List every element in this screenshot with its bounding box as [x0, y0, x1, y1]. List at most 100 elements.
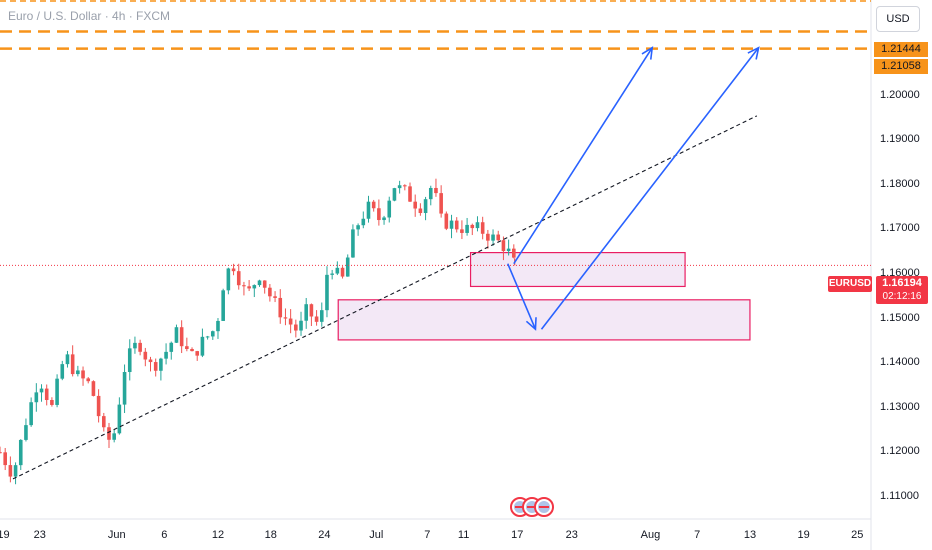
candle-body — [439, 193, 443, 214]
candle-body — [501, 240, 506, 252]
x-tick-label: 19 — [0, 529, 10, 541]
candle-body — [102, 416, 106, 428]
x-tick-label: 6 — [161, 529, 168, 541]
symbol-tag: EURUSD — [828, 276, 872, 292]
current-price-tag: 1.16194 02:12:16 — [876, 276, 928, 304]
candle-body — [408, 186, 412, 202]
candle-body — [506, 248, 511, 252]
candle-body — [257, 280, 262, 286]
candle-body — [0, 452, 2, 454]
candle-body — [60, 364, 65, 379]
candle-body — [491, 234, 495, 241]
candle-body — [325, 274, 329, 311]
flag-icon[interactable] — [534, 497, 554, 517]
x-tick-label: 7 — [424, 529, 431, 541]
candle-body — [70, 354, 75, 375]
candle-body — [454, 220, 459, 230]
candle-body — [159, 358, 163, 371]
candle-body — [24, 425, 28, 440]
candle-body — [340, 267, 345, 277]
events-icons[interactable] — [510, 497, 554, 517]
candle-body — [413, 201, 417, 209]
level-tag-upper: 1.21444 — [874, 42, 928, 57]
candle-body — [247, 286, 251, 289]
plot-area[interactable] — [0, 0, 871, 550]
candle-body — [138, 342, 142, 352]
candle-body — [460, 229, 464, 233]
candle-body — [200, 336, 205, 356]
x-tick-label: 12 — [211, 529, 225, 541]
candle-body — [371, 201, 376, 209]
candle-body — [335, 267, 340, 274]
x-tick-label: 23 — [565, 529, 578, 541]
candle-body — [169, 342, 174, 352]
x-tick-label: 19 — [797, 529, 810, 541]
candle-body — [226, 268, 231, 291]
candle-body — [356, 225, 360, 230]
current-price: 1.16194 — [882, 277, 922, 289]
candle-body — [283, 317, 288, 319]
candle-body — [304, 304, 309, 321]
candle-body — [382, 217, 386, 221]
arrow-head — [641, 46, 654, 60]
candle-body — [29, 402, 33, 426]
x-tick-label: Jul — [369, 529, 384, 541]
candle-body — [3, 452, 7, 466]
candle-body — [434, 187, 438, 194]
candle-body — [465, 224, 469, 233]
candle-body — [392, 188, 397, 201]
y-tick-label: 1.14000 — [880, 356, 920, 369]
y-tick-label: 1.13000 — [880, 400, 920, 413]
candle-body — [278, 297, 283, 318]
x-tick-label: Aug — [640, 529, 661, 541]
candle-body — [13, 465, 18, 477]
candle-body — [242, 285, 246, 287]
y-tick-label: 1.20000 — [880, 88, 920, 101]
candle-body — [153, 362, 158, 371]
candle-body — [185, 346, 189, 349]
candle-body — [107, 427, 111, 440]
candle-body — [330, 273, 334, 275]
candle-body — [252, 285, 257, 289]
projection-arrow — [540, 47, 760, 330]
y-tick-label: 1.17000 — [880, 222, 920, 235]
candle-body — [345, 257, 350, 277]
candle-body — [44, 388, 49, 400]
candle-body — [268, 287, 272, 297]
x-tick-label: 11 — [457, 529, 470, 541]
x-tick-label: 7 — [694, 529, 701, 541]
candle-body — [127, 348, 132, 373]
candle-body — [210, 331, 215, 337]
candle-body — [190, 348, 194, 352]
candle-body — [96, 395, 101, 417]
candle-body — [133, 342, 137, 349]
candle-body — [273, 296, 277, 298]
candle-body — [18, 439, 23, 466]
candle-body — [351, 229, 355, 258]
candle-body — [428, 187, 433, 200]
candle-body — [65, 354, 70, 365]
currency-button[interactable]: USD — [876, 6, 920, 32]
candle-body — [423, 199, 428, 214]
candle-body — [496, 234, 501, 241]
candle-body — [444, 213, 449, 229]
candle-body — [418, 208, 423, 214]
y-tick-label: 1.16000 — [880, 266, 920, 279]
x-tick-label: 13 — [743, 529, 757, 541]
candle-body — [55, 378, 59, 405]
candle-body — [294, 324, 298, 331]
projection-arrow — [513, 47, 653, 265]
x-tick-label: 18 — [264, 529, 277, 541]
candle-body — [319, 310, 324, 322]
candle-body — [117, 404, 122, 434]
candle-body — [231, 268, 236, 272]
candle-body — [361, 218, 366, 226]
candle-body — [39, 388, 44, 393]
overlays-layer — [0, 30, 871, 480]
candle-body — [262, 280, 267, 288]
candle-body — [377, 208, 381, 221]
candle-body — [195, 351, 200, 356]
candle-body — [164, 351, 168, 359]
x-tick-label: 24 — [318, 529, 331, 541]
